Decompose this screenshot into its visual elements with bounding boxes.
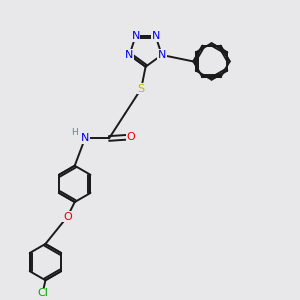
Text: Cl: Cl [37,288,48,298]
Text: N: N [125,50,134,60]
Text: N: N [81,134,89,143]
Text: N: N [152,31,160,41]
Text: N: N [131,31,140,41]
Text: N: N [158,50,166,60]
Text: S: S [138,84,145,94]
Text: H: H [71,128,78,136]
Text: O: O [127,132,135,142]
Text: O: O [63,212,72,222]
